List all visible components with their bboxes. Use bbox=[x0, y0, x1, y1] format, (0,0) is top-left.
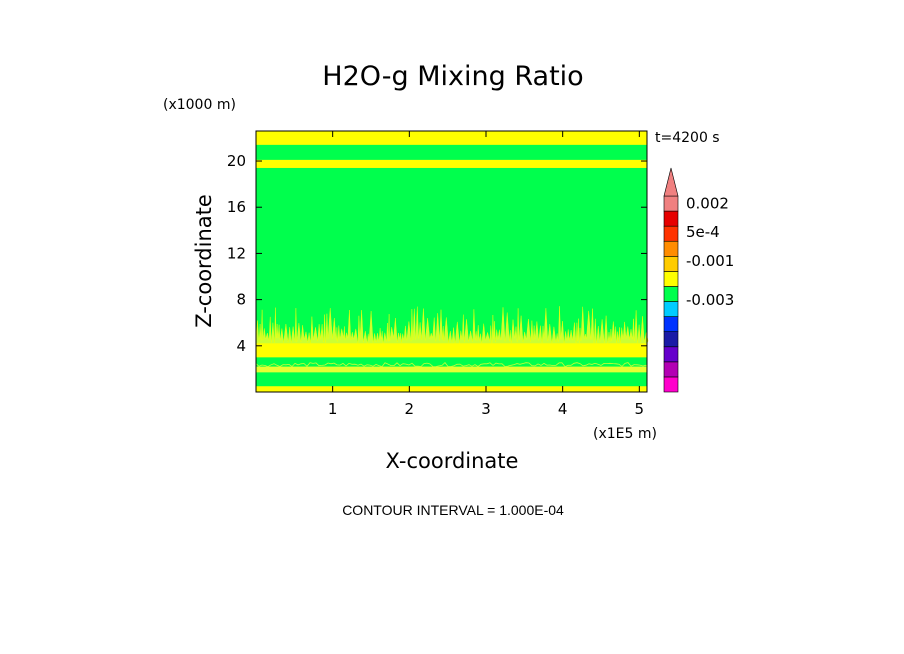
colorbar-level-9 bbox=[663, 240, 679, 257]
colorbar-level-0 bbox=[663, 376, 679, 393]
colorbar-level-2 bbox=[663, 346, 679, 363]
x-tick-label-0: 1 bbox=[328, 400, 338, 418]
colorbar-level-11 bbox=[663, 210, 679, 227]
colorbar-label-2: -0.001 bbox=[686, 252, 734, 270]
colorbar-overflow-arrow bbox=[663, 167, 679, 197]
y-axis-title: Z-coordinate bbox=[192, 194, 216, 328]
colorbar-label-3: -0.003 bbox=[686, 291, 734, 309]
chart-title: H2O-g Mixing Ratio bbox=[322, 61, 583, 92]
y-tick-label-3: 16 bbox=[227, 198, 246, 216]
band-2 bbox=[256, 343, 647, 358]
plot-area bbox=[255, 130, 649, 393]
colorbar-level-10 bbox=[663, 225, 679, 242]
colorbar-level-7 bbox=[663, 271, 679, 287]
colorbar-level-8 bbox=[663, 256, 679, 272]
y-tick-label-2: 12 bbox=[227, 244, 246, 262]
colorbar-level-3 bbox=[663, 331, 679, 348]
colorbar-label-1: 5e-4 bbox=[686, 223, 720, 241]
y-tick-label-0: 4 bbox=[236, 337, 246, 355]
plume-fingers bbox=[255, 306, 649, 344]
contour-interval-label: CONTOUR INTERVAL = 1.000E-04 bbox=[342, 502, 564, 518]
band-0 bbox=[256, 131, 647, 145]
colorbar: 0.002 5e-4 -0.001 -0.003 bbox=[663, 167, 734, 393]
plot-frame bbox=[255, 130, 648, 393]
band-layer bbox=[256, 131, 647, 392]
x-tick-label-4: 5 bbox=[635, 400, 645, 418]
x-axis-title: X-coordinate bbox=[386, 449, 519, 473]
x-tick-label-3: 4 bbox=[558, 400, 568, 418]
y-tick-label-1: 8 bbox=[236, 291, 246, 309]
x-axis-ticks: 1 2 3 4 5 bbox=[328, 131, 644, 418]
time-label: t=4200 s bbox=[655, 130, 720, 146]
y-axis-ticks: 4 8 12 16 20 bbox=[227, 152, 647, 355]
band-4 bbox=[256, 366, 647, 373]
x-tick-label-2: 3 bbox=[481, 400, 491, 418]
band-1 bbox=[256, 159, 647, 168]
x-units-label: (x1E5 m) bbox=[593, 426, 657, 442]
x-tick-label-1: 2 bbox=[405, 400, 415, 418]
colorbar-level-6 bbox=[663, 286, 679, 302]
colorbar-level-1 bbox=[663, 361, 679, 378]
colorbar-level-5 bbox=[663, 301, 679, 317]
band-3 bbox=[256, 386, 647, 392]
colorbar-label-0: 0.002 bbox=[686, 195, 729, 213]
plume-layer bbox=[255, 306, 649, 368]
colorbar-level-4 bbox=[663, 316, 679, 332]
y-tick-label-4: 20 bbox=[227, 152, 246, 170]
lower-ripple bbox=[255, 362, 648, 368]
colorbar-level-12 bbox=[663, 195, 679, 212]
y-units-label: (x1000 m) bbox=[163, 97, 236, 113]
